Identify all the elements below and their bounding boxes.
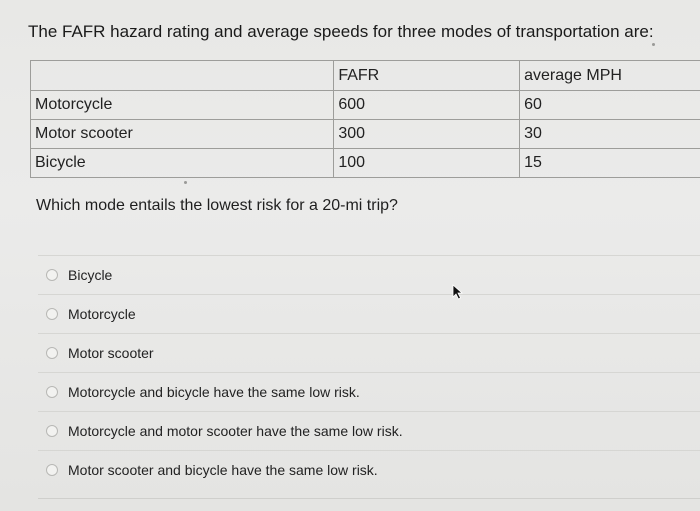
option-label: Motorcycle — [68, 306, 136, 322]
table-cell: Motor scooter — [29, 119, 335, 149]
table-cell: 15 — [519, 148, 700, 178]
table-cell: 600 — [333, 90, 521, 120]
option-label: Motorcycle and bicycle have the same low… — [68, 384, 360, 400]
divider — [38, 498, 700, 499]
table-cell: Bicycle — [29, 148, 335, 178]
option-motor-scooter-and-bicycle[interactable]: Motor scooter and bicycle have the same … — [38, 450, 700, 489]
radio-button[interactable] — [46, 269, 58, 281]
question-text: The FAFR hazard rating and average speed… — [28, 22, 654, 41]
answer-options: Bicycle Motorcycle Motor scooter Motorcy… — [38, 255, 700, 489]
option-motorcycle[interactable]: Motorcycle — [38, 294, 700, 333]
option-label: Motor scooter and bicycle have the same … — [68, 462, 378, 478]
mouse-cursor-icon — [452, 284, 464, 300]
table-cell: 60 — [519, 90, 700, 120]
option-motorcycle-and-bicycle[interactable]: Motorcycle and bicycle have the same low… — [38, 372, 700, 411]
table-cell: 100 — [333, 148, 521, 178]
table-header-cell — [29, 60, 335, 91]
table-header-row: FAFR average MPH — [29, 60, 700, 91]
table-row: Motor scooter 300 30 — [29, 119, 700, 149]
option-motor-scooter[interactable]: Motor scooter — [38, 333, 700, 372]
radio-button[interactable] — [46, 308, 58, 320]
option-bicycle[interactable]: Bicycle — [38, 255, 700, 294]
speck-decoration — [652, 43, 655, 46]
speck-decoration — [184, 181, 187, 184]
prompt-text: Which mode entails the lowest risk for a… — [36, 197, 398, 214]
option-label: Bicycle — [68, 267, 113, 283]
option-motorcycle-and-motor-scooter[interactable]: Motorcycle and motor scooter have the sa… — [38, 411, 700, 450]
table-row: Motorcycle 600 60 — [29, 90, 700, 120]
table-cell: Motorcycle — [29, 90, 335, 120]
radio-button[interactable] — [46, 347, 58, 359]
data-table: FAFR average MPH Motorcycle 600 60 Motor… — [29, 60, 700, 178]
table-header-cell: average MPH — [519, 60, 700, 91]
table-row: Bicycle 100 15 — [29, 148, 700, 178]
radio-button[interactable] — [46, 386, 58, 398]
radio-button[interactable] — [46, 464, 58, 476]
table-cell: 30 — [519, 119, 700, 149]
table-header-cell: FAFR — [333, 60, 521, 91]
option-label: Motor scooter — [68, 345, 154, 361]
option-label: Motorcycle and motor scooter have the sa… — [68, 423, 403, 439]
radio-button[interactable] — [46, 425, 58, 437]
table-cell: 300 — [333, 119, 521, 149]
